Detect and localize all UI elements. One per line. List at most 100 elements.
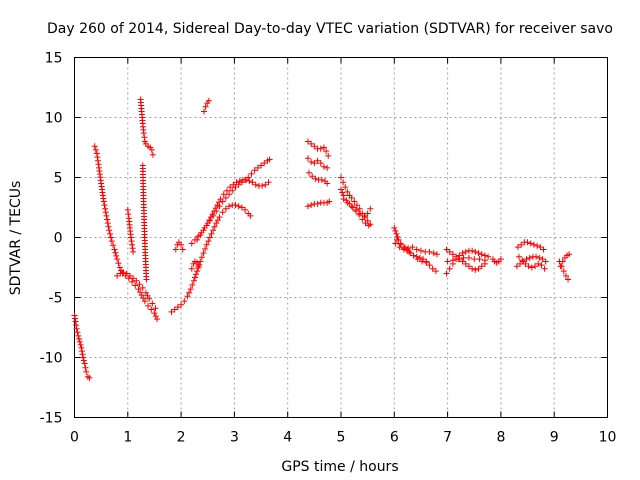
- data-point: [536, 254, 543, 261]
- data-point: [423, 259, 430, 266]
- data-point: [308, 202, 315, 209]
- data-point: [364, 210, 371, 217]
- data-point: [205, 97, 212, 104]
- data-point: [181, 298, 188, 305]
- data-point: [248, 170, 255, 177]
- data-point: [126, 272, 133, 279]
- data-point: [74, 329, 81, 336]
- data-point: [266, 156, 273, 163]
- data-point: [348, 203, 355, 210]
- data-point: [542, 258, 549, 265]
- data-point: [444, 258, 451, 265]
- data-point: [104, 216, 111, 223]
- data-point: [478, 251, 485, 258]
- data-point: [356, 205, 363, 212]
- data-point: [516, 253, 523, 260]
- data-point: [443, 246, 450, 253]
- data-point: [220, 191, 227, 198]
- data-point: [339, 189, 346, 196]
- data-point: [194, 268, 201, 275]
- data-point: [102, 209, 109, 216]
- data-point: [409, 244, 416, 251]
- data-point: [481, 257, 488, 264]
- data-point: [446, 265, 453, 272]
- data-point: [108, 238, 115, 245]
- data-point: [83, 368, 90, 375]
- data-point: [71, 312, 78, 319]
- data-point: [517, 260, 524, 267]
- x-tick-label: 2: [177, 430, 186, 446]
- data-point: [79, 351, 86, 358]
- data-point: [213, 220, 220, 227]
- data-point: [472, 248, 479, 255]
- data-point: [475, 265, 482, 272]
- data-point: [140, 130, 147, 137]
- data-point: [414, 256, 421, 263]
- data-point: [485, 253, 492, 260]
- data-point: [78, 348, 85, 355]
- data-point: [152, 305, 159, 312]
- data-point: [226, 203, 233, 210]
- data-point: [115, 260, 122, 267]
- data-point: [130, 248, 137, 255]
- data-point: [86, 374, 93, 381]
- data-point: [426, 248, 433, 255]
- data-point: [469, 247, 476, 254]
- x-tick-label: 6: [390, 430, 399, 446]
- data-point: [472, 266, 479, 273]
- axis-ticks: [74, 57, 608, 418]
- data-point: [137, 289, 144, 296]
- data-point: [129, 278, 136, 285]
- data-point: [125, 211, 132, 218]
- data-point: [478, 263, 485, 270]
- data-point: [475, 250, 482, 257]
- y-tick-label: 5: [54, 171, 63, 187]
- data-point: [242, 206, 249, 213]
- x-tick-label: 3: [230, 430, 239, 446]
- data-point: [317, 160, 324, 167]
- tick-labels: 0 1 2 3 4 5 6 7 8 9 10 15 10 5 0 -5 -10 -15: [40, 51, 617, 446]
- data-point: [80, 354, 87, 361]
- data-point: [117, 270, 124, 277]
- data-point: [238, 179, 245, 186]
- y-tick-label: -15: [40, 411, 63, 427]
- data-point: [136, 281, 143, 288]
- data-point: [242, 176, 249, 183]
- data-point: [304, 155, 311, 162]
- data-point: [459, 250, 466, 257]
- data-point: [262, 181, 269, 188]
- data-point: [187, 286, 194, 293]
- data-point: [537, 244, 544, 251]
- data-point: [528, 264, 535, 271]
- data-point: [94, 157, 101, 164]
- data-point: [392, 240, 399, 247]
- data-point: [226, 191, 233, 198]
- data-point: [535, 260, 542, 267]
- data-point: [532, 263, 539, 270]
- data-point: [95, 161, 102, 168]
- data-point: [562, 272, 569, 279]
- data-point: [110, 242, 117, 249]
- data-point: [197, 232, 204, 239]
- y-tick-label: 0: [54, 231, 63, 247]
- x-tick-label: 7: [443, 430, 452, 446]
- data-point: [105, 223, 112, 230]
- data-point: [324, 180, 331, 187]
- data-point: [525, 263, 532, 270]
- data-point: [139, 284, 146, 291]
- data-point: [469, 265, 476, 272]
- data-point: [213, 208, 220, 215]
- data-point: [367, 205, 374, 212]
- data-point: [194, 259, 201, 266]
- data-point: [413, 246, 420, 253]
- data-point: [143, 276, 150, 283]
- data-point: [523, 256, 530, 263]
- data-point: [259, 182, 266, 189]
- data-point: [527, 240, 534, 247]
- data-point: [198, 254, 205, 261]
- data-point: [78, 344, 85, 351]
- data-point: [214, 217, 221, 224]
- data-point: [566, 251, 573, 258]
- data-point: [129, 241, 136, 248]
- data-point: [210, 212, 217, 219]
